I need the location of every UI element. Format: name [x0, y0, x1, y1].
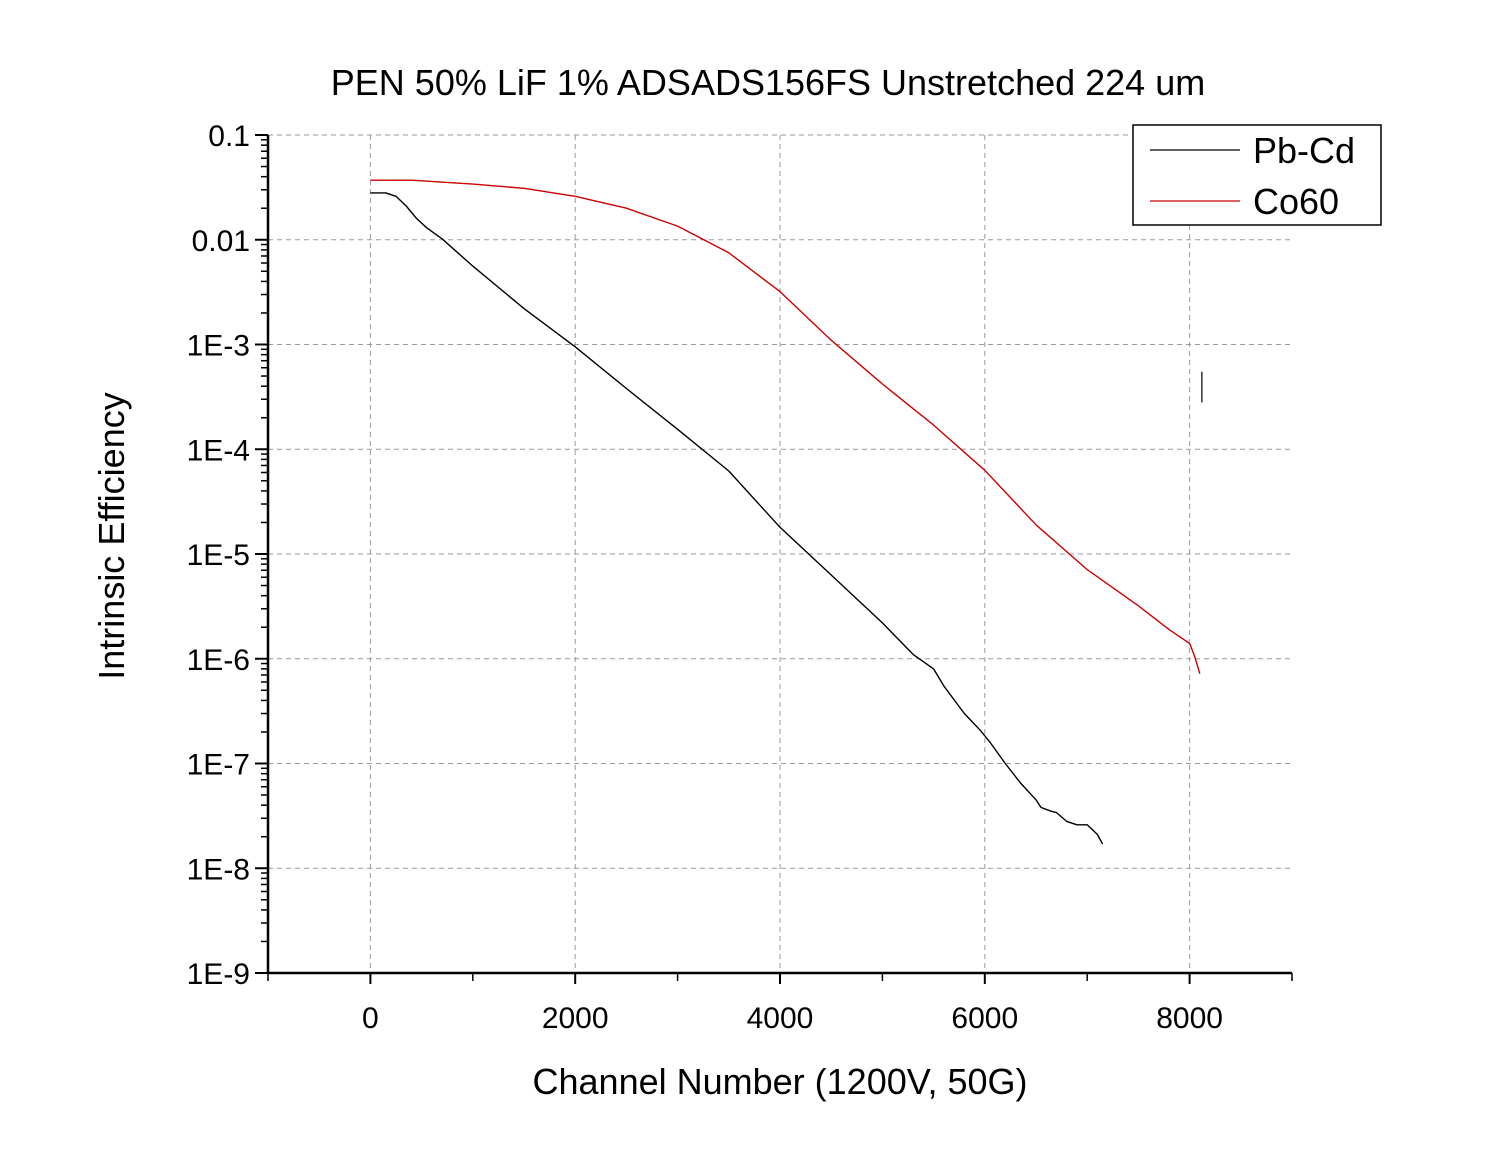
- legend-label-pb-cd: Pb-Cd: [1253, 130, 1355, 171]
- x-tick-label: 6000: [951, 1002, 1018, 1035]
- y-tick-label: 1E-6: [187, 644, 250, 677]
- legend-label-co60: Co60: [1253, 181, 1339, 222]
- plot-area: [370, 179, 1203, 845]
- y-tick-label: 1E-9: [187, 958, 250, 991]
- x-axis-label: Channel Number (1200V, 50G): [533, 1061, 1028, 1102]
- x-tick-label: 4000: [747, 1002, 814, 1035]
- axes: 0 2000 4000 6000 8000 0.1 0.01 1E-3 1E-4 1E-5 1E-6…: [187, 120, 1293, 1035]
- series-line-pb-cd: [370, 192, 1104, 845]
- y-tick-label: 1E-4: [187, 434, 250, 467]
- y-tick-label: 1E-3: [187, 330, 250, 363]
- x-tick-label: 2000: [542, 1002, 609, 1035]
- y-axis-label: Intrinsic Efficiency: [91, 392, 132, 679]
- y-tick-label: 0.1: [208, 120, 250, 153]
- x-tick-label: 8000: [1156, 1002, 1223, 1035]
- y-tick-label: 0.01: [192, 225, 250, 258]
- y-tick-label: 1E-8: [187, 853, 250, 886]
- legend-box: [1132, 124, 1382, 226]
- grid: [268, 134, 1292, 973]
- legend: Pb-Cd Co60: [1132, 124, 1382, 226]
- series-line-co60: [370, 179, 1201, 674]
- x-tick-label: 0: [362, 1002, 379, 1035]
- y-tick-label: 1E-5: [187, 539, 250, 572]
- chart-title: PEN 50% LiF 1% ADSADS156FS Unstretched 2…: [331, 62, 1205, 103]
- y-tick-label: 1E-7: [187, 749, 250, 782]
